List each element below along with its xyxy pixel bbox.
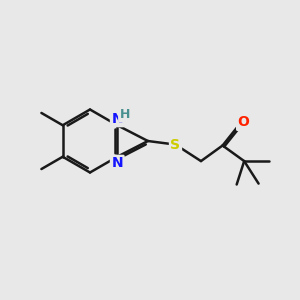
Text: O: O [238,116,250,129]
Text: H: H [120,108,130,121]
Text: N: N [112,112,123,126]
Text: S: S [170,138,181,152]
Text: N: N [112,156,123,170]
